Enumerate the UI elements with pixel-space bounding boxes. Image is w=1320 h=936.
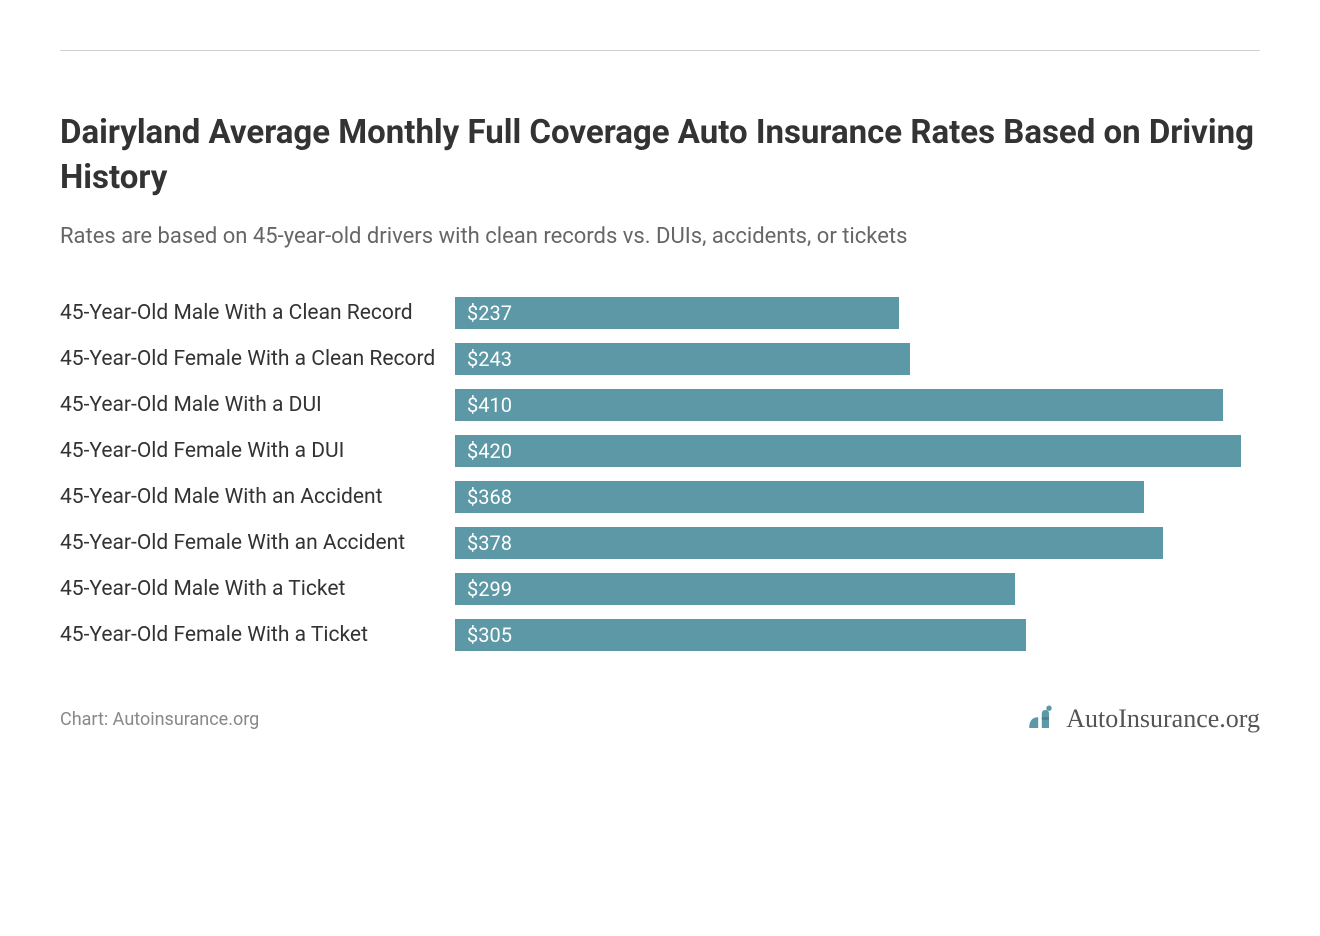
chart-subtitle: Rates are based on 45-year-old drivers w… xyxy=(60,224,1260,249)
row-label: 45-Year-Old Female With a DUI xyxy=(60,439,455,463)
bar-chart: 45-Year-Old Male With a Clean Record $23… xyxy=(60,297,1260,651)
chart-row: 45-Year-Old Female With a DUI $420 xyxy=(60,435,1260,467)
bar-area: $378 xyxy=(455,527,1260,559)
brand-logo-text: AutoInsurance.org xyxy=(1066,704,1260,734)
chart-footer: Chart: Autoinsurance.org AutoInsurance.o… xyxy=(60,701,1260,737)
bar-value: $420 xyxy=(467,439,512,463)
bar-area: $410 xyxy=(455,389,1260,421)
bar: $368 xyxy=(455,481,1144,513)
chart-row: 45-Year-Old Female With an Accident $378 xyxy=(60,527,1260,559)
bar: $410 xyxy=(455,389,1223,421)
attribution-text: Chart: Autoinsurance.org xyxy=(60,709,259,730)
chart-row: 45-Year-Old Male With an Accident $368 xyxy=(60,481,1260,513)
row-label: 45-Year-Old Male With a DUI xyxy=(60,393,455,417)
brand-logo: AutoInsurance.org xyxy=(1022,701,1260,737)
bar-value: $243 xyxy=(467,347,512,371)
bar-value: $378 xyxy=(467,531,512,555)
bar: $243 xyxy=(455,343,910,375)
bar-value: $305 xyxy=(467,623,512,647)
bar: $378 xyxy=(455,527,1163,559)
bar-area: $243 xyxy=(455,343,1260,375)
bar: $237 xyxy=(455,297,899,329)
chart-title: Dairyland Average Monthly Full Coverage … xyxy=(60,111,1260,200)
chart-row: 45-Year-Old Female With a Ticket $305 xyxy=(60,619,1260,651)
row-label: 45-Year-Old Male With an Accident xyxy=(60,485,455,509)
bar: $305 xyxy=(455,619,1026,651)
top-divider xyxy=(60,50,1260,51)
chart-row: 45-Year-Old Female With a Clean Record $… xyxy=(60,343,1260,375)
bar-area: $420 xyxy=(455,435,1260,467)
chart-row: 45-Year-Old Male With a Ticket $299 xyxy=(60,573,1260,605)
chart-row: 45-Year-Old Male With a Clean Record $23… xyxy=(60,297,1260,329)
bar-area: $305 xyxy=(455,619,1260,651)
row-label: 45-Year-Old Female With an Accident xyxy=(60,531,455,555)
row-label: 45-Year-Old Female With a Clean Record xyxy=(60,347,455,371)
row-label: 45-Year-Old Male With a Clean Record xyxy=(60,301,455,325)
chart-row: 45-Year-Old Male With a DUI $410 xyxy=(60,389,1260,421)
bar-value: $368 xyxy=(467,485,512,509)
bar: $420 xyxy=(455,435,1241,467)
bar-value: $237 xyxy=(467,301,512,325)
bar-area: $299 xyxy=(455,573,1260,605)
bar: $299 xyxy=(455,573,1015,605)
row-label: 45-Year-Old Male With a Ticket xyxy=(60,577,455,601)
bar-value: $410 xyxy=(467,393,512,417)
bar-value: $299 xyxy=(467,577,512,601)
bar-area: $368 xyxy=(455,481,1260,513)
autoinsurance-logo-icon xyxy=(1022,701,1058,737)
bar-area: $237 xyxy=(455,297,1260,329)
row-label: 45-Year-Old Female With a Ticket xyxy=(60,623,455,647)
